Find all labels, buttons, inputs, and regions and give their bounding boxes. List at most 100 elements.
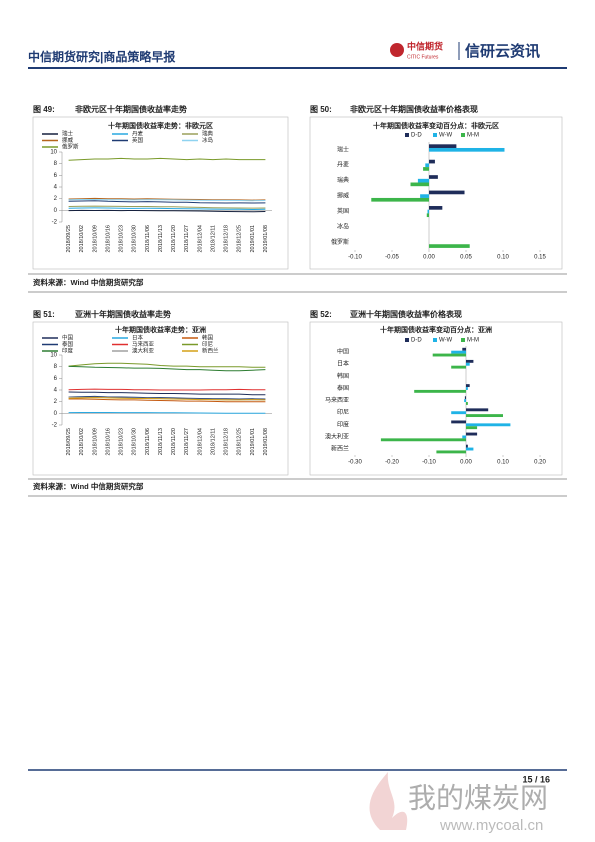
- bar: [417, 178, 429, 183]
- legend-label: 新西兰: [202, 346, 219, 354]
- x-tick-label: -0.20: [385, 460, 399, 466]
- legend-swatch: [461, 338, 465, 342]
- legend-label: 瑞士: [62, 129, 74, 137]
- legend-label: 中国: [62, 333, 74, 341]
- category-label: 俄罗斯: [331, 238, 349, 246]
- series-line: [68, 205, 266, 209]
- y-tick-label: 0: [54, 208, 58, 214]
- chart-frame: [32, 321, 289, 476]
- bar: [429, 244, 470, 248]
- figure-title: 非欧元区十年期国债收益率走势: [75, 104, 187, 114]
- chart-title: 十年期国债收益率走势：非欧元区: [108, 121, 213, 130]
- watermark-url: www.mycoal.cn: [439, 817, 543, 834]
- bar: [466, 426, 478, 430]
- bar: [414, 389, 466, 393]
- category-label: 挪威: [337, 192, 349, 200]
- x-tick-label: 2018/11/27: [184, 225, 190, 252]
- bar: [427, 209, 429, 214]
- x-tick-label: 0.00: [423, 255, 435, 261]
- category-label: 韩国: [337, 372, 349, 380]
- x-tick-label: 2019/01/01: [250, 428, 256, 456]
- series-line: [68, 395, 266, 400]
- x-tick-label: 2019/01/08: [263, 428, 269, 456]
- chart-frame: [309, 321, 563, 476]
- legend-label: D-D: [411, 133, 422, 139]
- bar: [429, 206, 443, 210]
- legend-swatch: [433, 338, 437, 342]
- x-tick-label: 2018/11/20: [171, 428, 177, 455]
- legend-swatch: [405, 338, 409, 342]
- logo: 中信期货: [407, 40, 443, 51]
- x-tick-label: 2018/12/11: [210, 225, 216, 252]
- series-line: [68, 197, 266, 201]
- series-line: [68, 391, 266, 396]
- bar: [451, 350, 466, 354]
- x-tick-label: 2018/10/23: [119, 225, 125, 253]
- bar: [425, 163, 429, 168]
- category-label: 印尼: [337, 409, 349, 416]
- logo-en: CITIC Futures: [407, 54, 439, 60]
- x-tick-label: 2018/09/25: [66, 225, 72, 253]
- category-label: 新西兰: [331, 445, 349, 453]
- y-tick-label: -2: [52, 423, 58, 429]
- x-tick-label: 2018/10/16: [105, 428, 111, 456]
- chart-title: 十年期国债收益率变动百分点：亚洲: [380, 325, 492, 334]
- watermark-name: 我的煤炭网: [408, 782, 548, 813]
- category-label: 冰岛: [337, 222, 349, 230]
- bar: [466, 444, 468, 448]
- x-tick-label: 2018/10/30: [132, 428, 138, 456]
- legend-label: 英国: [132, 136, 144, 144]
- source: 资料来源：Wind 中信期货研究部: [33, 277, 144, 287]
- source: 资料来源：Wind 中信期货研究部: [33, 481, 144, 491]
- bar: [436, 450, 466, 454]
- category-label: 中国: [337, 348, 349, 356]
- x-tick-label: 0.10: [497, 460, 509, 466]
- bar: [466, 359, 474, 363]
- y-tick-label: 8: [54, 364, 58, 370]
- x-tick-label: 2018/12/18: [224, 428, 230, 456]
- x-tick-label: -0.30: [348, 460, 362, 466]
- category-label: 马来西亚: [325, 396, 349, 404]
- x-tick-label: 2018/11/13: [158, 428, 164, 455]
- bar: [466, 447, 474, 451]
- page-number: 15 / 16: [522, 774, 550, 784]
- legend-label: 泰国: [62, 340, 74, 348]
- bar: [462, 347, 466, 351]
- y-tick-label: 2: [54, 399, 58, 405]
- x-tick-label: 2018/10/09: [92, 225, 98, 253]
- chart-title: 十年期国债收益率变动百分点：非欧元区: [373, 121, 499, 130]
- bar: [464, 396, 466, 400]
- series-line: [68, 388, 266, 391]
- category-label: 泰国: [337, 384, 349, 392]
- bar: [464, 399, 466, 403]
- y-tick-label: 6: [54, 173, 58, 179]
- category-label: 瑞士: [337, 145, 349, 153]
- bar: [420, 194, 429, 198]
- legend-label: 印尼: [202, 341, 214, 348]
- legend-label: 澳大利亚: [132, 346, 155, 354]
- x-tick-label: 0.10: [497, 255, 509, 261]
- bar: [429, 190, 465, 195]
- x-tick-label: 2018/12/04: [197, 428, 203, 456]
- y-tick-label: 10: [50, 150, 57, 156]
- x-tick-label: 2018/10/30: [132, 225, 138, 253]
- category-label: 英国: [337, 207, 349, 215]
- bar: [466, 402, 468, 405]
- y-tick-label: 6: [54, 376, 58, 382]
- x-tick-label: 2018/10/23: [119, 428, 125, 456]
- bar: [429, 147, 505, 152]
- logo-mark: [390, 43, 404, 57]
- x-tick-label: 0.00: [460, 460, 472, 466]
- x-tick-label: 2018/12/25: [237, 225, 243, 253]
- legend-swatch: [405, 133, 409, 137]
- category-label: 澳大利亚: [325, 432, 349, 440]
- x-tick-label: 2018/11/27: [184, 428, 190, 455]
- category-label: 日本: [337, 360, 349, 368]
- legend-label: 瑞典: [202, 129, 214, 137]
- x-tick-label: -0.05: [385, 255, 399, 261]
- legend-label: 马来西亚: [132, 340, 155, 348]
- x-tick-label: 2018/11/20: [171, 225, 177, 252]
- legend-label: W-W: [439, 338, 453, 344]
